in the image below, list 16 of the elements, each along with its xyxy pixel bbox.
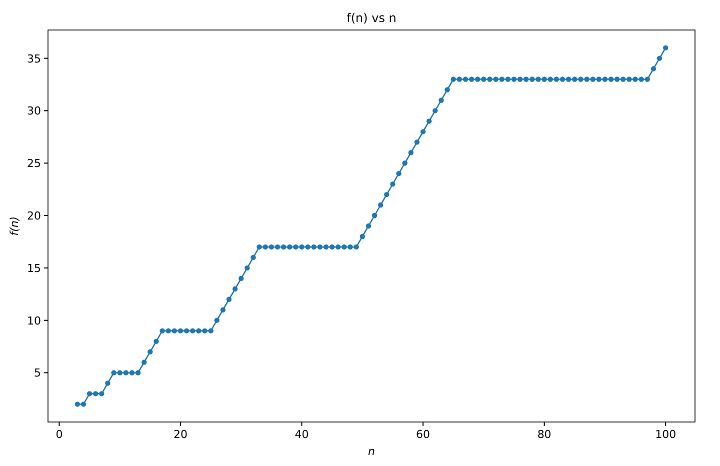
x-tick-label: 0: [56, 428, 63, 441]
x-tick-label: 100: [655, 428, 676, 441]
y-tick-label: 15: [27, 262, 41, 275]
y-tick-label: 25: [27, 157, 41, 170]
x-tick-label: 40: [294, 428, 309, 441]
x-tick-label: 80: [537, 428, 552, 441]
y-tick-label: 5: [34, 366, 41, 380]
x-axis-title: n: [368, 445, 376, 458]
x-tick-label: 20: [173, 428, 188, 441]
y-tick-label: 20: [27, 210, 41, 223]
y-tick-label: 30: [27, 104, 41, 118]
y-tick-label: 10: [27, 314, 41, 328]
y-axis-title: f(n): [8, 216, 21, 236]
y-tick-label: 35: [27, 52, 41, 66]
x-tick-label: 60: [416, 428, 430, 441]
chart-title: f(n) vs n: [346, 11, 396, 25]
